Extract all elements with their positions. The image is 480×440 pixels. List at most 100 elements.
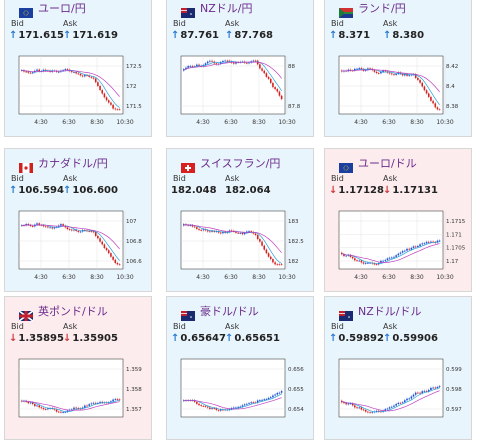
ask-label: Ask — [63, 174, 78, 183]
candle — [97, 235, 99, 239]
bid-value-text: 87.761 — [180, 30, 219, 41]
rate-card[interactable]: ユーロ/ドル Bid Ask ↓ 1.17128 ↓ 1.17131 1.1715 1.171 1… — [324, 148, 472, 292]
candle — [211, 231, 213, 232]
price-chart[interactable]: 0.599 0.598 0.597 — [333, 353, 469, 435]
candle — [404, 250, 406, 252]
candle — [237, 406, 239, 408]
arrow-up-icon: ↑ — [63, 30, 72, 41]
candle — [278, 91, 281, 96]
candle — [90, 76, 93, 78]
candle — [114, 259, 117, 263]
card-header[interactable]: ランド/円 — [339, 0, 406, 18]
y-tick-label: 0.654 — [288, 407, 304, 413]
ask-value-text: 0.65651 — [234, 333, 280, 344]
rate-card[interactable]: NZドル/ドル Bid Ask ↑ 0.59892 ↑ 0.59906 0.599 0.598 0… — [324, 296, 472, 440]
card-header[interactable]: NZドル/ドル — [339, 303, 422, 321]
flag — [181, 306, 195, 321]
candle — [388, 257, 391, 259]
price-chart[interactable]: 1.1715 1.171 1.1705 1.17 4:30 6:30 8:30 10:30 — [333, 205, 469, 287]
candle — [213, 231, 216, 232]
currency-pair-title[interactable]: ランド/円 — [358, 2, 406, 15]
candle — [354, 258, 356, 261]
candle — [79, 408, 82, 410]
candle — [193, 400, 196, 402]
rate-card[interactable]: ランド/円 Bid Ask ↑ 8.371 ↑ 8.380 8.42 8.4 8.38 4:30 6:… — [324, 0, 472, 137]
candle — [395, 403, 397, 406]
currency-pair-title[interactable]: 英ポンド/ドル — [38, 305, 108, 318]
candle — [38, 405, 40, 408]
card-header[interactable]: 豪ドル/ドル — [181, 303, 259, 321]
candle — [215, 63, 218, 65]
currency-pair-title[interactable]: ユーロ/円 — [38, 2, 86, 15]
currency-pair-title[interactable]: 豪ドル/ドル — [200, 305, 259, 318]
moving-average-long — [21, 224, 120, 250]
candle — [217, 410, 220, 411]
candle — [272, 82, 274, 88]
card-header[interactable]: カナダドル/円 — [19, 155, 108, 173]
candle — [362, 262, 365, 264]
candle — [261, 399, 263, 401]
ask-label: Ask — [225, 19, 240, 28]
bid-value: ↑ 0.65647 — [171, 333, 226, 344]
candle — [38, 223, 40, 225]
card-header[interactable]: ユーロ/円 — [19, 0, 86, 18]
au-us-flag-icon — [181, 311, 195, 321]
x-tick-label: 6:30 — [62, 274, 76, 281]
candle — [388, 407, 391, 409]
candle — [217, 231, 220, 233]
bid-value-text: 106.594 — [18, 185, 64, 196]
candle — [401, 73, 404, 76]
candle — [369, 68, 371, 70]
rate-card[interactable]: 豪ドル/ドル Bid Ask ↑ 0.65647 ↑ 0.65651 0.656 0.655 0.… — [166, 296, 314, 440]
candle — [246, 62, 248, 64]
candle — [358, 407, 360, 409]
currency-pair-title[interactable]: カナダドル/円 — [38, 157, 108, 170]
candle — [239, 406, 242, 408]
x-tick-label: 4:30 — [196, 274, 210, 281]
candle — [241, 232, 244, 235]
candle — [42, 225, 45, 227]
nz-jp-flag-icon — [181, 8, 195, 18]
candle — [423, 243, 426, 245]
candle — [40, 407, 43, 409]
currency-pair-title[interactable]: ユーロ/ドル — [358, 157, 417, 170]
candle — [382, 70, 384, 72]
card-header[interactable]: ユーロ/ドル — [339, 155, 417, 173]
candle — [107, 250, 110, 254]
price-chart[interactable]: 1.359 1.358 1.357 — [13, 353, 149, 435]
y-tick-label: 0.598 — [446, 387, 462, 393]
candle — [103, 93, 106, 98]
candle — [215, 408, 218, 411]
candle — [60, 411, 62, 413]
card-header[interactable]: NZドル/円 — [181, 0, 253, 18]
candle — [349, 403, 352, 405]
currency-pair-title[interactable]: NZドル/円 — [200, 2, 253, 15]
card-header[interactable]: 英ポンド/ドル — [18, 303, 108, 322]
candle — [226, 60, 229, 62]
price-chart[interactable]: 183 182.5 182 4:30 6:30 8:30 10:30 — [175, 205, 311, 287]
price-chart[interactable]: 172.5 172 171.5 4:30 6:30 8:30 10:30 — [13, 50, 149, 132]
price-chart[interactable]: 0.656 0.655 0.654 — [175, 353, 311, 435]
currency-pair-title[interactable]: スイスフラン/円 — [200, 157, 281, 170]
ask-value-text: 8.380 — [392, 30, 425, 41]
candle — [364, 410, 367, 412]
rate-card[interactable]: NZドル/円 Bid Ask ↑ 87.761 ↑ 87.768 88 87.8 4:30 6:30… — [166, 0, 314, 137]
price-chart[interactable]: 8.42 8.4 8.38 4:30 6:30 8:30 10:30 — [333, 50, 469, 132]
candle — [274, 262, 276, 265]
rate-card[interactable]: スイスフラン/円 Bid Ask 182.048 182.064 183 182.5 182 4… — [166, 148, 314, 292]
ca-jp-flag-icon — [19, 163, 33, 173]
candle — [235, 231, 237, 233]
x-tick-label: 4:30 — [354, 119, 368, 126]
y-tick-label: 0.655 — [288, 387, 304, 393]
rate-card[interactable]: カナダドル/円 Bid Ask ↑ 106.594 ↑ 106.600 107 106.8 106… — [4, 148, 152, 292]
candle — [343, 254, 345, 257]
price-chart[interactable]: 107 106.8 106.6 4:30 6:30 8:30 10:30 — [13, 205, 149, 287]
candle — [114, 108, 117, 110]
rate-card[interactable]: 英ポンド/ドル Bid Ask ↓ 1.35895 ↓ 1.35905 1.359 1.358 1… — [4, 296, 152, 440]
price-chart[interactable]: 88 87.8 4:30 6:30 8:30 10:30 — [175, 50, 311, 132]
card-header[interactable]: スイスフラン/円 — [181, 155, 281, 173]
currency-pair-title[interactable]: NZドル/ドル — [358, 305, 422, 318]
candle — [191, 225, 194, 227]
candle — [206, 406, 209, 408]
rate-card[interactable]: ユーロ/円 Bid Ask ↑ 171.615 ↑ 171.619 172.5 172 171.5… — [4, 0, 152, 137]
